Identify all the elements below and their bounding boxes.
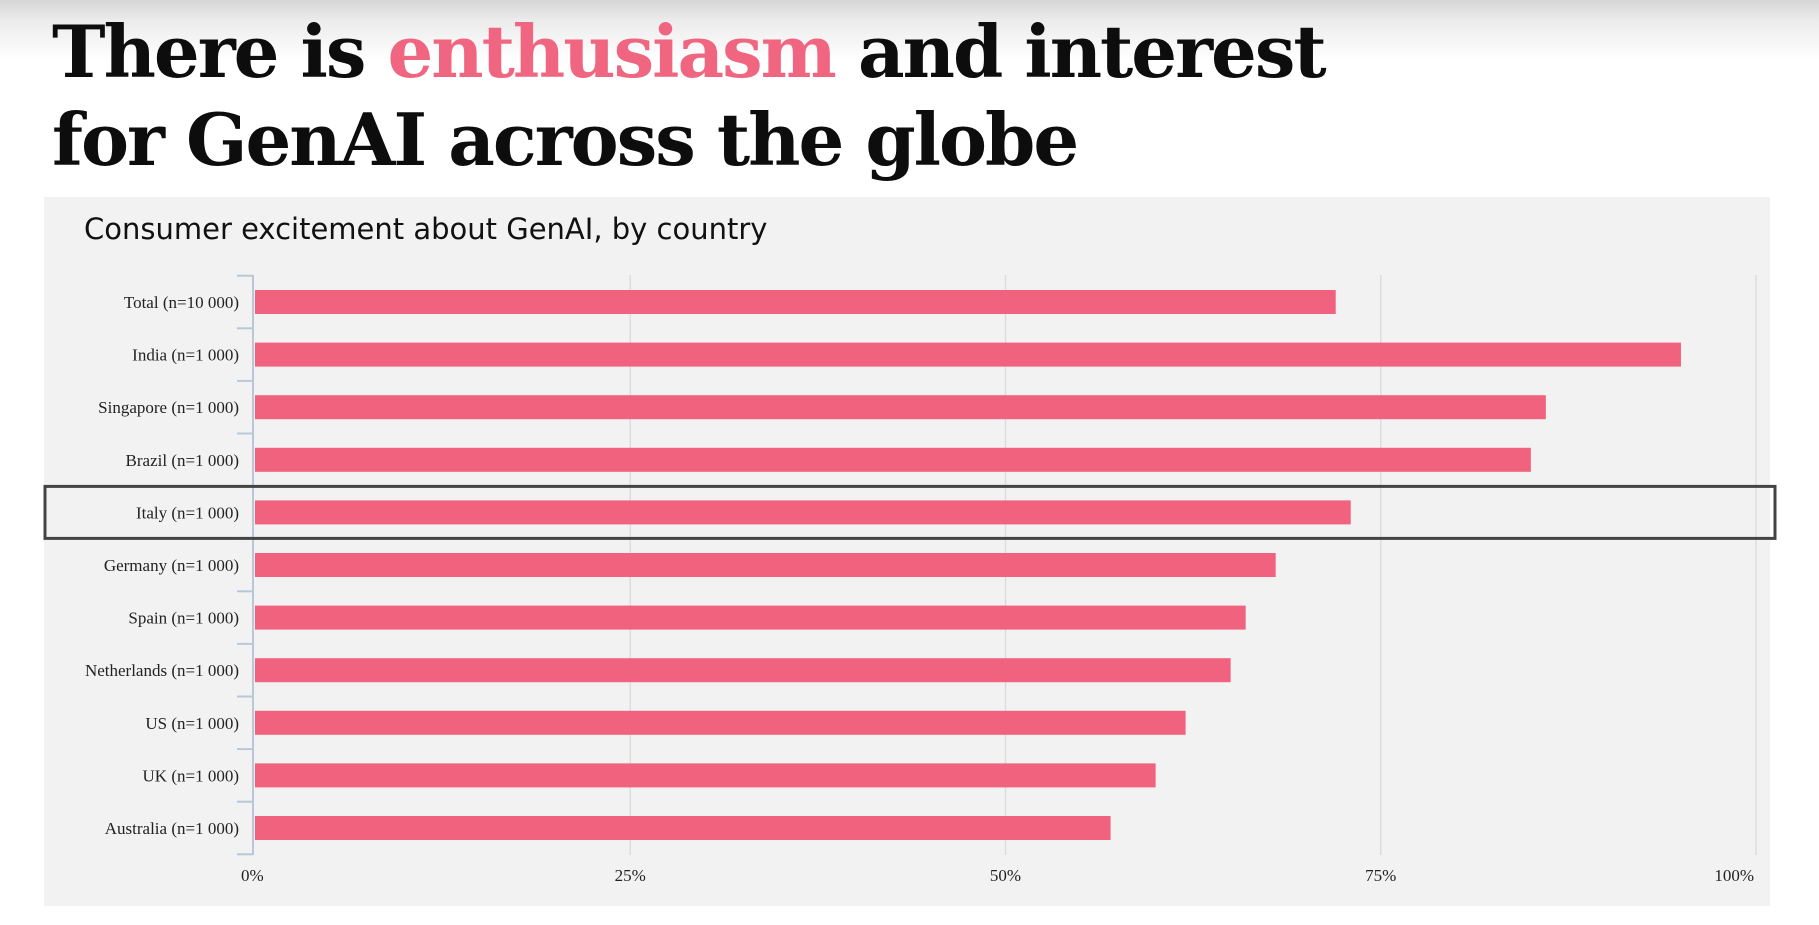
category-label: Italy (n=1 000): [136, 503, 239, 522]
x-tick-label: 75%: [1365, 866, 1396, 885]
bar: [255, 763, 1156, 788]
bar: [255, 342, 1681, 367]
headline-highlight: enthusiasm: [387, 9, 837, 94]
bar: [255, 553, 1276, 577]
category-label: India (n=1 000): [132, 346, 239, 365]
category-label: US (n=1 000): [145, 714, 239, 733]
x-tick-label: 25%: [615, 866, 646, 885]
bar: [255, 658, 1231, 683]
highlight-box: [43, 484, 1777, 540]
headline-part1: There is: [52, 9, 388, 94]
category-label: Singapore (n=1 000): [98, 398, 239, 417]
bar: [255, 395, 1546, 420]
bar: [255, 447, 1531, 472]
category-label: Brazil (n=1 000): [126, 451, 239, 470]
x-tick-label: 0%: [241, 866, 264, 885]
bar: [255, 500, 1351, 525]
category-label: Germany (n=1 000): [104, 556, 239, 575]
category-label: Netherlands (n=1 000): [85, 661, 239, 680]
category-label: UK (n=1 000): [143, 766, 239, 785]
x-tick-label: 100%: [1714, 866, 1754, 885]
x-tick-label: 50%: [990, 866, 1021, 885]
chart-panel: Consumer excitement about GenAI, by coun…: [44, 197, 1770, 906]
bar: [255, 605, 1246, 630]
headline-part2: and interest: [834, 9, 1327, 94]
top-shadow: [0, 0, 1819, 60]
bar: [255, 710, 1186, 735]
bar: [255, 290, 1336, 314]
bar: [255, 816, 1111, 840]
category-label: Spain (n=1 000): [128, 609, 239, 628]
headline-line2: for GenAI across the globe: [52, 97, 1079, 182]
headline: There is enthusiasm and interest for GenA…: [52, 8, 1327, 184]
chart-title: Consumer excitement about GenAI, by coun…: [84, 212, 768, 246]
category-label: Australia (n=1 000): [105, 819, 239, 838]
category-label: Total (n=10 000): [124, 293, 239, 312]
